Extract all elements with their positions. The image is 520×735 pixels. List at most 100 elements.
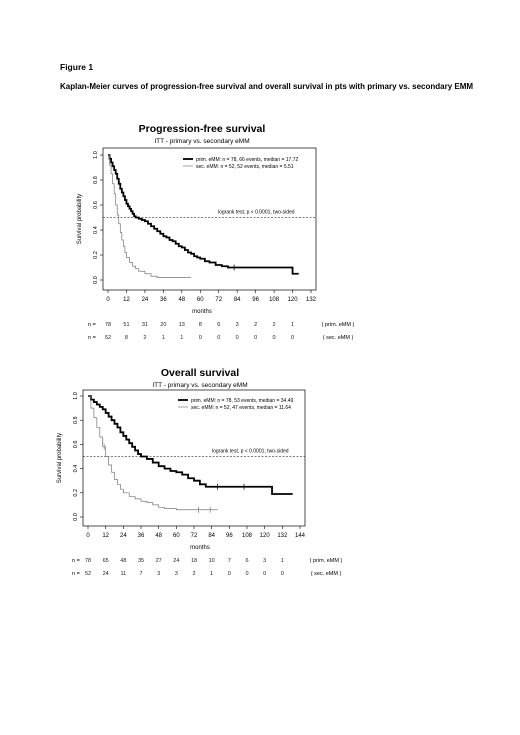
os-chart: Overall survival ITT - primary vs. second… bbox=[57, 367, 343, 577]
pfs-x-tick-label-11: 132 bbox=[306, 297, 317, 303]
os-x-tick-label-5: 60 bbox=[173, 533, 180, 539]
pfs-at-risk-value-0-1: 51 bbox=[123, 322, 129, 328]
pfs-y-axis-label: Survival probability bbox=[77, 194, 83, 244]
pfs-x-axis-label: months bbox=[192, 309, 212, 315]
pfs-at-risk-value-0-0: 78 bbox=[105, 322, 111, 328]
os-at-risk-value-0-6: 18 bbox=[191, 558, 197, 564]
pfs-at-risk-value-0-6: 6 bbox=[217, 322, 220, 328]
os-y-tick-label-0: 0.0 bbox=[73, 513, 79, 521]
pfs-logrank-annotation: logrank test, p < 0.0001, two-sided bbox=[218, 210, 295, 216]
pfs-at-risk-value-0-5: 8 bbox=[199, 322, 202, 328]
os-curve-series-1 bbox=[88, 395, 218, 511]
os-x-tick-label-0: 0 bbox=[86, 533, 90, 539]
pfs-x-tick-label-4: 48 bbox=[178, 297, 185, 303]
os-at-risk-value-0-3: 35 bbox=[138, 558, 144, 564]
pfs-at-risk-value-0-7: 3 bbox=[236, 322, 239, 328]
pfs-at-risk-value-1-10: 0 bbox=[291, 335, 294, 341]
os-at-risk-value-1-5: 3 bbox=[175, 571, 178, 577]
pfs-at-risk-value-1-4: 1 bbox=[180, 335, 183, 341]
pfs-at-risk-value-1-0: 52 bbox=[105, 335, 111, 341]
pfs-y-tick-label-3: 0.6 bbox=[93, 201, 99, 209]
os-legend-entry-0: prim. eMM: n = 78, 53 events, median = 3… bbox=[191, 398, 293, 404]
os-y-axis-label: Survival probability bbox=[57, 433, 63, 483]
pfs-at-risk-value-0-10: 1 bbox=[291, 322, 294, 328]
pfs-at-risk-label-1: n = bbox=[88, 335, 96, 341]
os-at-risk-group-0: ( prim. eMM ) bbox=[310, 558, 343, 564]
os-legend-entry-1: sec. eMM: n = 52, 47 events, median = 11… bbox=[191, 405, 291, 411]
os-at-risk-group-1: ( sec. eMM ) bbox=[311, 571, 342, 577]
pfs-subtitle: ITT - primary vs. secondary eMM bbox=[154, 138, 249, 145]
os-at-risk-value-1-0: 52 bbox=[85, 571, 91, 577]
os-at-risk-value-0-9: 6 bbox=[245, 558, 248, 564]
os-y-tick-label-1: 0.2 bbox=[73, 489, 79, 497]
pfs-y-tick-label-0: 0.0 bbox=[93, 276, 99, 284]
os-at-risk-value-0-1: 65 bbox=[103, 558, 109, 564]
pfs-at-risk-value-0-3: 20 bbox=[160, 322, 166, 328]
os-at-risk-value-1-2: 11 bbox=[120, 571, 126, 577]
os-at-risk-value-1-1: 24 bbox=[103, 571, 109, 577]
os-x-tick-label-4: 48 bbox=[155, 533, 162, 539]
os-x-tick-label-12: 144 bbox=[295, 533, 306, 539]
os-at-risk-value-0-4: 27 bbox=[156, 558, 162, 564]
os-at-risk-value-0-2: 48 bbox=[120, 558, 126, 564]
pfs-at-risk-value-1-7: 0 bbox=[236, 335, 239, 341]
os-at-risk-value-1-4: 3 bbox=[157, 571, 160, 577]
os-at-risk-value-0-10: 3 bbox=[263, 558, 266, 564]
pfs-curve-series-1 bbox=[108, 154, 192, 278]
pfs-at-risk-value-1-8: 0 bbox=[254, 335, 257, 341]
os-at-risk-value-1-11: 0 bbox=[281, 571, 284, 577]
pfs-at-risk-value-0-8: 2 bbox=[254, 322, 257, 328]
os-title: Overall survival bbox=[161, 367, 239, 379]
os-at-risk-value-0-5: 24 bbox=[173, 558, 179, 564]
os-at-risk-value-0-0: 78 bbox=[85, 558, 91, 564]
pfs-y-tick-label-4: 0.8 bbox=[93, 176, 99, 184]
os-y-tick-label-2: 0.4 bbox=[73, 465, 79, 473]
os-x-tick-label-1: 12 bbox=[102, 533, 109, 539]
pfs-x-tick-label-8: 96 bbox=[252, 297, 259, 303]
os-x-axis-label: months bbox=[190, 545, 210, 551]
pfs-at-risk-value-0-4: 13 bbox=[179, 322, 185, 328]
pfs-x-tick-label-7: 84 bbox=[234, 297, 241, 303]
pfs-x-tick-label-2: 24 bbox=[142, 297, 149, 303]
os-at-risk-value-1-6: 2 bbox=[192, 571, 195, 577]
os-curve-series-0 bbox=[88, 395, 293, 495]
pfs-plot-frame bbox=[102, 147, 317, 291]
pfs-x-tick-label-0: 0 bbox=[106, 297, 110, 303]
pfs-x-tick-label-1: 12 bbox=[123, 297, 130, 303]
pfs-legend-entry-0: prim. eMM: n = 78, 66 events, median = 1… bbox=[196, 157, 298, 163]
pfs-at-risk-group-0: ( prim. eMM ) bbox=[322, 322, 355, 328]
os-at-risk-label-1: n = bbox=[72, 571, 80, 577]
pfs-y-tick-label-2: 0.4 bbox=[93, 226, 99, 234]
os-at-risk-value-1-8: 0 bbox=[228, 571, 231, 577]
os-at-risk-value-1-3: 7 bbox=[139, 571, 142, 577]
os-y-tick-label-5: 1.0 bbox=[73, 392, 79, 400]
pfs-at-risk-group-1: ( sec. eMM ) bbox=[323, 335, 354, 341]
pfs-y-tick-label-1: 0.2 bbox=[93, 251, 99, 259]
pfs-at-risk-value-1-1: 8 bbox=[125, 335, 128, 341]
pfs-title: Progression-free survival bbox=[139, 123, 266, 135]
os-x-tick-label-11: 132 bbox=[277, 533, 288, 539]
pfs-legend-entry-1: sec. eMM: n = 52, 52 events, median = 5.… bbox=[196, 164, 294, 170]
pfs-x-tick-label-5: 60 bbox=[197, 297, 204, 303]
figure-label: Figure 1 bbox=[60, 62, 94, 72]
figure-caption: Kaplan-Meier curves of progression-free … bbox=[60, 82, 474, 91]
os-x-tick-label-10: 120 bbox=[260, 533, 271, 539]
os-at-risk-value-1-10: 0 bbox=[263, 571, 266, 577]
pfs-x-tick-label-9: 108 bbox=[269, 297, 280, 303]
pfs-x-tick-label-6: 72 bbox=[215, 297, 222, 303]
os-y-tick-label-4: 0.8 bbox=[73, 416, 79, 424]
pfs-x-tick-label-10: 120 bbox=[288, 297, 299, 303]
os-at-risk-value-1-9: 0 bbox=[245, 571, 248, 577]
pfs-at-risk-value-1-9: 0 bbox=[273, 335, 276, 341]
os-at-risk-value-0-11: 1 bbox=[281, 558, 284, 564]
pfs-at-risk-value-1-3: 1 bbox=[162, 335, 165, 341]
pfs-at-risk-value-0-9: 2 bbox=[273, 322, 276, 328]
os-x-tick-label-9: 108 bbox=[242, 533, 253, 539]
os-x-tick-label-7: 84 bbox=[208, 533, 215, 539]
pfs-y-tick-label-5: 1.0 bbox=[93, 151, 99, 159]
os-subtitle: ITT - primary vs. secondary eMM bbox=[152, 382, 247, 389]
pfs-at-risk-label-0: n = bbox=[88, 322, 96, 328]
os-y-tick-label-3: 0.6 bbox=[73, 441, 79, 449]
pfs-at-risk-value-1-6: 0 bbox=[217, 335, 220, 341]
os-x-tick-label-3: 36 bbox=[138, 533, 145, 539]
